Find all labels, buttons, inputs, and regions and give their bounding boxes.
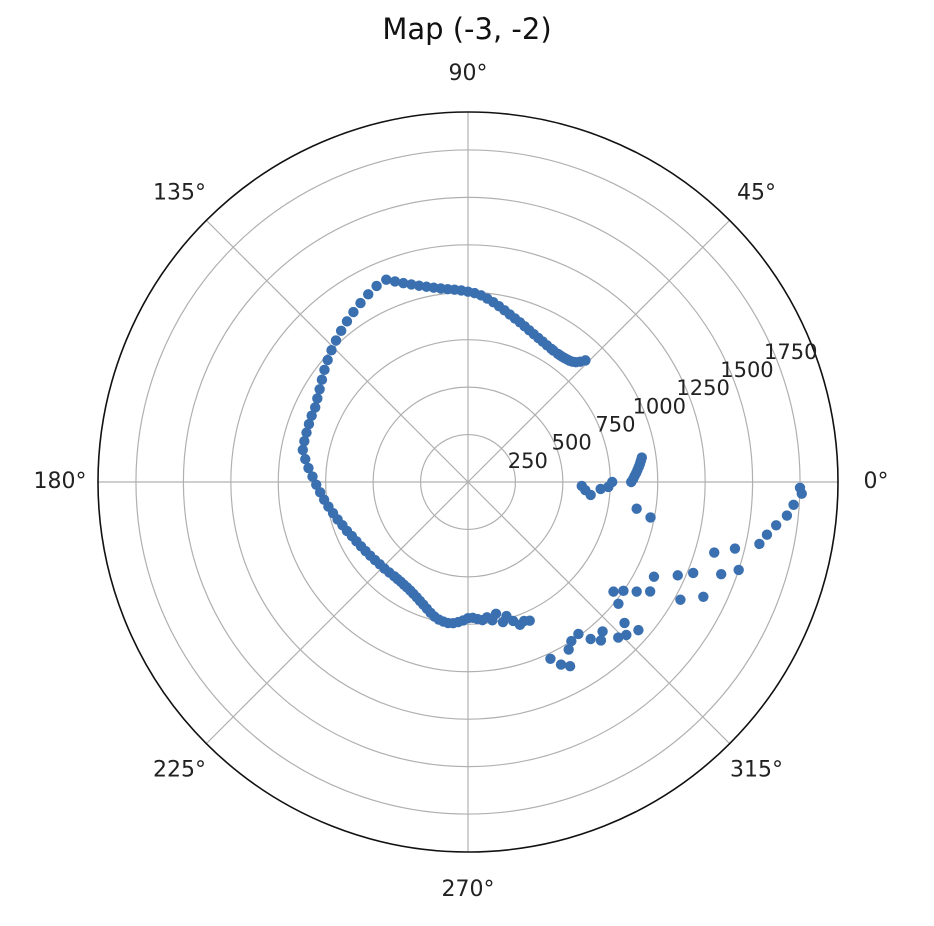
data-point [355,297,366,309]
data-point [636,452,648,463]
data-point [348,306,359,318]
chart-title: Map (-3, -2) [382,12,552,46]
data-point [733,564,744,576]
data-point [618,585,629,597]
data-point [303,462,314,474]
r-tick-label: 500 [552,431,592,455]
data-point [299,435,310,447]
data-point [566,635,577,647]
data-point [330,335,342,346]
angle-tick-label: 45° [737,181,776,206]
data-point [381,274,392,285]
data-point [312,393,323,404]
data-point [729,543,741,554]
data-point [672,570,683,581]
angle-grid-line [467,481,731,745]
data-point [761,529,773,540]
data-point [715,568,727,580]
data-point [301,427,312,438]
data-point [326,344,337,356]
data-point [576,480,587,492]
data-point [585,633,596,645]
polar-grid [98,112,838,852]
data-point [698,591,709,602]
r-tick-label: 1750 [764,340,817,364]
data-point [490,608,502,619]
r-tick-label: 1500 [720,358,773,382]
angle-tick-label: 180° [34,469,87,494]
r-tick-label: 1250 [676,376,729,400]
r-tick-label: 250 [508,449,548,473]
data-point [631,503,642,514]
data-point [770,520,782,531]
data-point [573,628,584,640]
angle-grid-line [205,219,469,483]
data-point [754,538,765,550]
data-point [406,279,417,290]
data-point [545,653,556,664]
data-point [675,594,686,605]
data-point [335,325,347,337]
data-point [303,418,315,430]
data-point [341,316,353,327]
r-tick-label: 750 [595,413,635,437]
data-point [555,659,567,670]
data-point [781,510,793,521]
data-point [564,661,576,672]
data-point [309,402,321,413]
data-point [316,374,328,385]
data-point [563,644,574,655]
data-point [645,512,656,523]
data-point [613,632,624,643]
polar-outer-spine [97,111,839,853]
data-points [297,274,807,672]
angle-tick-label: 315° [730,757,783,782]
data-point [311,479,322,490]
tick-labels: 0° 45° 90° 135° 180° 225° 270° 315° 250500750100… [34,61,889,902]
data-point [794,482,806,493]
angle-grid-line [467,219,731,483]
data-point [413,280,425,291]
data-point [631,586,642,597]
r-tick-label: 1000 [633,394,686,418]
data-point [300,453,311,465]
data-point [524,615,535,626]
data-point [613,598,624,609]
data-point [595,635,607,646]
angle-tick-label: 225° [153,757,206,782]
data-point [607,476,618,488]
data-point [597,626,608,637]
angle-grid-line [205,481,469,745]
angle-tick-label: 135° [153,181,206,206]
data-point [648,571,660,582]
data-point [619,617,630,629]
data-point [306,410,317,421]
data-point [621,629,632,641]
data-point [788,499,799,510]
data-point [371,280,382,292]
data-point [314,384,325,395]
data-point [644,586,656,597]
data-point [307,471,318,482]
angle-tick-label: 270° [442,877,495,902]
data-point [297,444,308,456]
data-point [319,364,330,376]
data-point [363,289,374,300]
data-point [322,354,333,366]
angle-tick-label: 90° [449,61,488,86]
data-point [633,624,644,636]
angle-tick-label: 0° [864,469,889,494]
data-point [389,276,401,287]
data-point [709,547,720,558]
data-point [608,586,619,597]
data-point [398,277,409,289]
data-point [687,567,699,579]
